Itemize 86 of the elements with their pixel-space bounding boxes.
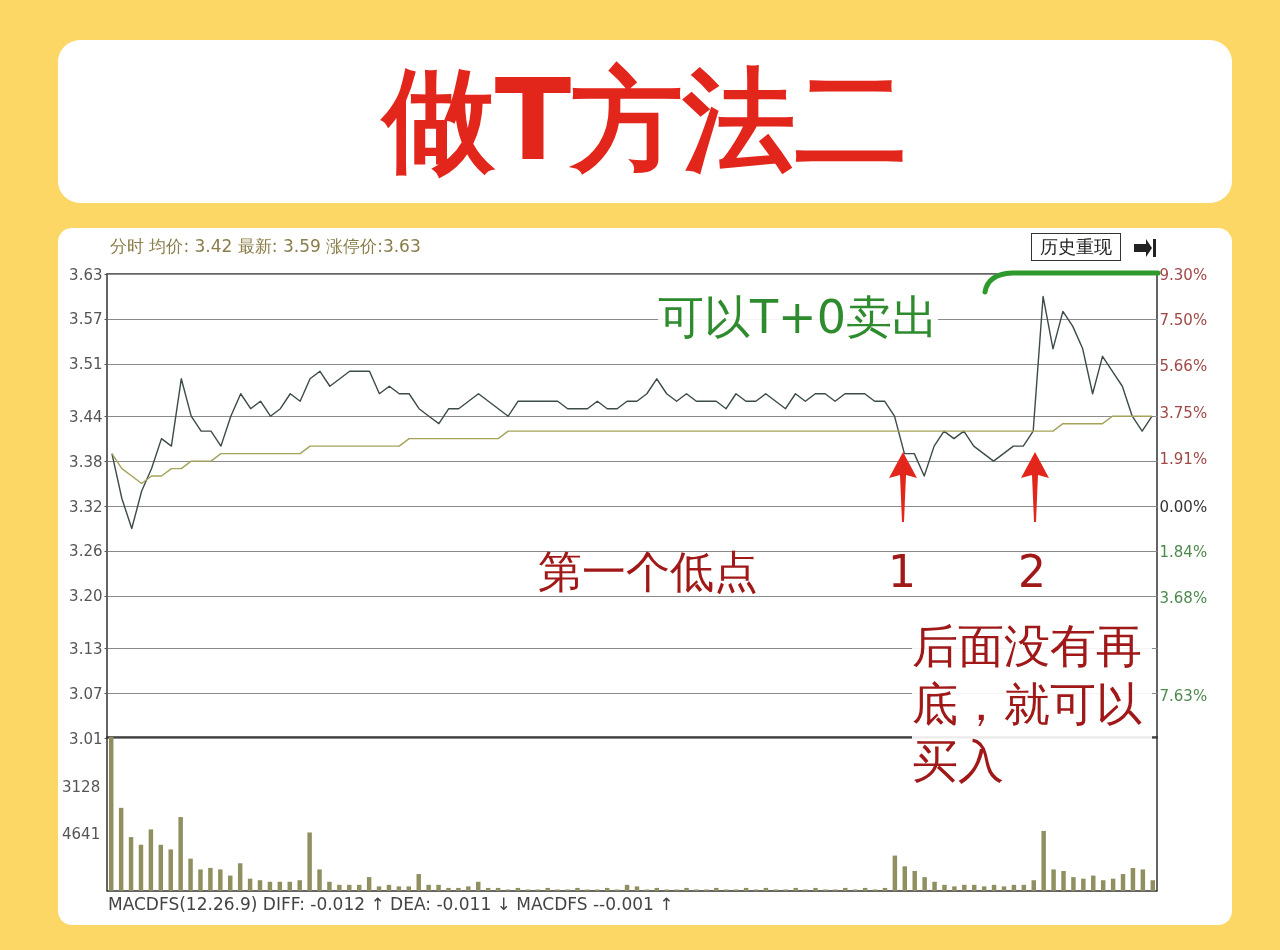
bar — [575, 887, 580, 891]
y-tick-label: 3.57 — [69, 310, 103, 329]
y2-tick-label: 1.91% — [1159, 450, 1208, 469]
bar — [108, 737, 114, 891]
y2-tick-label: 5.66% — [1159, 356, 1208, 375]
bar — [396, 886, 402, 891]
text: MACDFS(12.26.9) DIFF: -0.012 ↑ DEA: -0.011 ↓ MACDFS --0.001 ↑ — [108, 894, 674, 914]
bar — [1100, 880, 1106, 891]
annotation: 可以T+0卖出 — [658, 290, 938, 344]
bar — [1061, 870, 1066, 891]
bar — [684, 887, 689, 891]
bar — [168, 849, 173, 891]
y-tick-label: 3.51 — [69, 355, 103, 374]
bar — [347, 884, 352, 891]
bar — [1041, 830, 1046, 891]
bar — [198, 869, 203, 891]
y-tick-label: 3.20 — [69, 587, 103, 606]
bar — [128, 837, 134, 891]
bar — [307, 832, 312, 891]
bar — [466, 886, 471, 891]
y2-tick-label: 7.63% — [1159, 687, 1208, 706]
annotation: 1 — [888, 546, 916, 597]
y-tick-label: 3.26 — [69, 542, 103, 561]
bar — [793, 887, 798, 891]
y2-tick-label: 0.00% — [1159, 497, 1208, 516]
bar — [366, 877, 372, 891]
bar — [634, 886, 640, 891]
y-tick-label: 3.07 — [69, 684, 103, 703]
bar — [188, 858, 193, 891]
y-tick-label: 3.13 — [69, 639, 103, 658]
y-tick-label: 3.38 — [69, 452, 103, 471]
bar — [178, 817, 183, 891]
bar — [912, 870, 917, 891]
y-tick-label: 3.63 — [69, 265, 103, 284]
bar — [1150, 880, 1156, 891]
y-tick-label: 3.44 — [69, 407, 103, 426]
y2-tick-label: 3.75% — [1159, 404, 1208, 423]
bar — [843, 887, 848, 891]
annotation: 后面没有再底，就可以买入 — [912, 618, 1152, 791]
bar — [426, 884, 431, 891]
line-series — [111, 415, 1153, 485]
y2-tick-label: 9.30% — [1159, 266, 1208, 285]
bar — [376, 886, 382, 891]
bar — [952, 886, 957, 891]
bar — [922, 877, 927, 891]
bar — [218, 869, 223, 891]
bar — [406, 886, 412, 891]
bar — [932, 881, 937, 891]
bar — [297, 880, 302, 891]
bar — [327, 881, 332, 891]
bar — [1051, 869, 1056, 891]
bar — [962, 884, 967, 891]
bar — [208, 867, 213, 891]
y2-tick-label: 1.84% — [1159, 543, 1208, 562]
bar — [436, 884, 441, 891]
bar — [456, 887, 461, 891]
bar — [148, 829, 154, 891]
y-tick-label: 3.01 — [69, 729, 103, 748]
bar — [257, 880, 263, 891]
bar — [1081, 878, 1086, 891]
bar — [416, 874, 421, 891]
bar — [714, 887, 719, 891]
bar — [1140, 869, 1146, 891]
bar — [446, 887, 451, 891]
text: 3128 — [62, 778, 101, 796]
text: 分时 均价: 3.42 最新: 3.59 涨停价:3.63 — [110, 236, 421, 256]
y-tick-label: 3.32 — [69, 497, 103, 516]
bar — [545, 887, 550, 891]
bar — [813, 887, 818, 891]
bar — [237, 863, 243, 891]
annotation: 2 — [1018, 546, 1046, 597]
bar — [1001, 886, 1007, 891]
text: 历史重现 — [1031, 233, 1121, 261]
bar — [1031, 880, 1036, 891]
bar — [317, 869, 322, 891]
annotation: 第一个低点 — [538, 546, 758, 597]
text: 4641 — [62, 825, 101, 843]
y2-tick-label: 7.50% — [1159, 311, 1208, 330]
bar — [1071, 877, 1076, 891]
line-series — [111, 295, 1153, 530]
chart-title: 做T方法二 — [58, 40, 1232, 203]
bar — [337, 884, 342, 891]
bar — [902, 866, 908, 891]
y2-tick-label: 3.68% — [1159, 588, 1208, 607]
bar — [942, 884, 947, 891]
bar — [981, 886, 987, 891]
